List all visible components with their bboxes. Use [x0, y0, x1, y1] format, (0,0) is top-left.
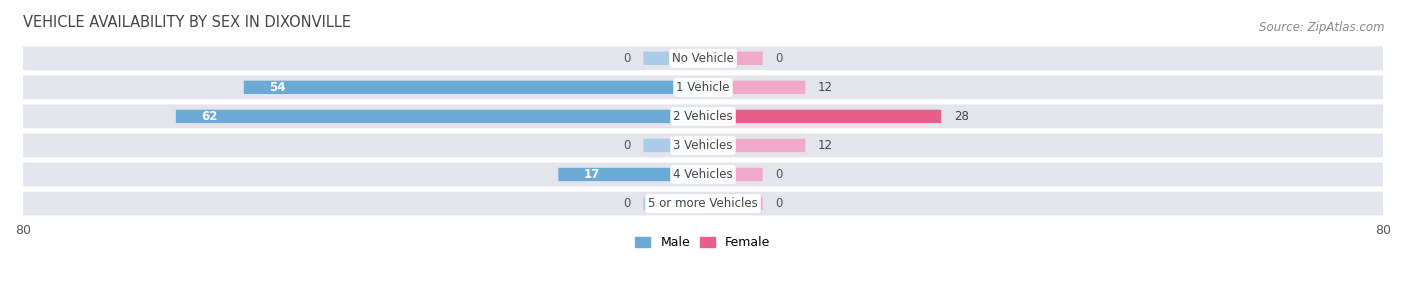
FancyBboxPatch shape — [703, 139, 806, 152]
Text: 2 Vehicles: 2 Vehicles — [673, 110, 733, 123]
FancyBboxPatch shape — [703, 81, 806, 94]
Text: 0: 0 — [623, 139, 631, 152]
FancyBboxPatch shape — [644, 197, 703, 210]
Text: Source: ZipAtlas.com: Source: ZipAtlas.com — [1260, 21, 1385, 34]
FancyBboxPatch shape — [14, 192, 1392, 215]
Text: 0: 0 — [775, 52, 783, 65]
Text: 17: 17 — [583, 168, 600, 181]
FancyBboxPatch shape — [644, 139, 703, 152]
FancyBboxPatch shape — [243, 81, 703, 94]
Legend: Male, Female: Male, Female — [630, 231, 776, 254]
Text: 1 Vehicle: 1 Vehicle — [676, 81, 730, 94]
Text: 54: 54 — [270, 81, 285, 94]
Text: 12: 12 — [818, 81, 832, 94]
Text: No Vehicle: No Vehicle — [672, 52, 734, 65]
FancyBboxPatch shape — [703, 110, 941, 123]
FancyBboxPatch shape — [14, 133, 1392, 157]
FancyBboxPatch shape — [703, 168, 762, 181]
Text: 5 or more Vehicles: 5 or more Vehicles — [648, 197, 758, 210]
FancyBboxPatch shape — [14, 76, 1392, 99]
FancyBboxPatch shape — [644, 52, 703, 65]
Text: 0: 0 — [623, 197, 631, 210]
FancyBboxPatch shape — [703, 52, 762, 65]
FancyBboxPatch shape — [703, 197, 762, 210]
Text: 0: 0 — [623, 52, 631, 65]
FancyBboxPatch shape — [14, 162, 1392, 186]
FancyBboxPatch shape — [14, 104, 1392, 128]
FancyBboxPatch shape — [176, 110, 703, 123]
FancyBboxPatch shape — [14, 47, 1392, 70]
Text: 62: 62 — [201, 110, 218, 123]
Text: 28: 28 — [953, 110, 969, 123]
Text: 12: 12 — [818, 139, 832, 152]
Text: 0: 0 — [775, 197, 783, 210]
FancyBboxPatch shape — [558, 168, 703, 181]
Text: 0: 0 — [775, 168, 783, 181]
Text: 4 Vehicles: 4 Vehicles — [673, 168, 733, 181]
Text: 3 Vehicles: 3 Vehicles — [673, 139, 733, 152]
Text: VEHICLE AVAILABILITY BY SEX IN DIXONVILLE: VEHICLE AVAILABILITY BY SEX IN DIXONVILL… — [22, 15, 351, 30]
